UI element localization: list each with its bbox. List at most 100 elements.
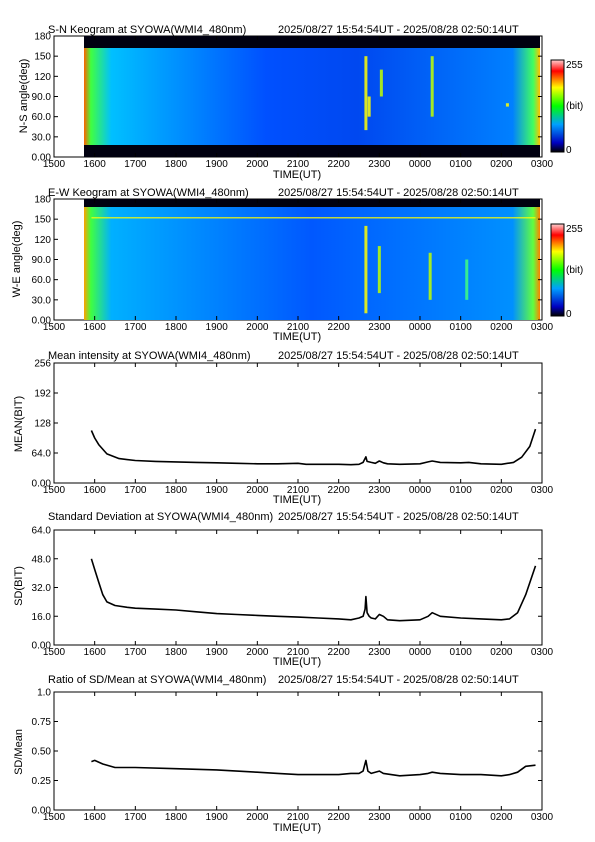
sn-colorbar-min: 0 [566,145,572,156]
sn-ytick-label: 120 [34,72,51,83]
sn-axes: 1500 1600 1700 1800 1900 2000 2100 2200 2300 0000… [32,32,554,171]
sd-title: Standard Deviation at SYOWA(WMI4_480nm) [48,511,273,523]
mean-ytick-label: 192 [34,389,51,400]
sn-colorbar-unit: (bit) [566,101,583,112]
ew-xtick-label: 0100 [450,322,473,333]
ew-xtick-label: 1900 [206,322,229,333]
ew-xtick-label: 2100 [287,322,310,333]
sn-keogram-field [84,36,540,157]
ew-xtick-label: 2200 [328,322,351,333]
mean-series [90,428,537,466]
mean-xtick-label: 0000 [409,485,432,496]
sn-xtick-label: 1600 [84,159,107,170]
ratio-series [91,759,536,777]
sd-xlabel: TIME(UT) [273,656,321,668]
ew-xtick-label: 1800 [165,322,188,333]
ratio-xtick-label: 1800 [165,812,188,823]
sn-xtick-label: 1700 [124,159,147,170]
sd-xtick-label: 1800 [165,647,188,658]
mean-xtick-label: 0200 [490,485,513,496]
mean-xtick-label: 2100 [287,485,310,496]
ew-ytick-label: 90.0 [32,255,52,266]
sd-ylabel: SD(BIT) [13,566,25,606]
sd-ytick-label: 64.0 [32,526,52,537]
ratio-ytick-label: 0.75 [32,717,52,728]
sn-xtick-label: 2100 [287,159,310,170]
ew-keogram-panel: E-W Keogram at SYOWA(WMI4_480nm) 2025/08… [11,187,583,343]
ratio-ytick-label: 0.00 [32,806,52,817]
ew-colorbar-min: 0 [566,309,572,320]
sn-colorbar-gradient [550,59,565,153]
mean-panel: Mean intensity at SYOWA(WMI4_480nm) 2025… [13,350,554,506]
sd-xtick-label: 1500 [43,647,66,658]
ratio-ylabel: SD/Mean [13,729,25,775]
sd-xtick-label: 2200 [328,647,351,658]
ew-xtick-label: 1500 [43,322,66,333]
sd-panel: Standard Deviation at SYOWA(WMI4_480nm) … [13,511,554,668]
sn-keogram-feature [379,69,383,97]
ew-ylabel: W-E angle(deg) [11,221,23,298]
sd-frame [53,529,543,646]
mean-ylabel: MEAN(BIT) [13,396,25,452]
mean-ytick-label: 256 [34,359,51,370]
ratio-xtick-label: 0300 [531,812,554,823]
sn-keogram-feature [505,103,509,107]
sd-xtick-label: 2000 [246,647,269,658]
ew-colorbar: 255 (bit) 0 [550,223,583,320]
ew-xtick-label: 2300 [368,322,391,333]
sd-xtick-label: 1700 [124,647,147,658]
sn-keogram-feature [367,96,371,117]
ratio-ytick-label: 1.0 [37,688,51,699]
mean-xtick-label: 0300 [531,485,554,496]
mean-xtick-label: 2300 [368,485,391,496]
sn-xtick-label: 0300 [531,159,554,170]
mean-xtick-label: 2000 [246,485,269,496]
ew-keogram-field [84,199,540,320]
ew-ytick-label: 150 [34,215,51,226]
sn-title: S-N Keogram at SYOWA(WMI4_480nm) [48,24,246,36]
mean-frame [53,362,543,484]
ew-keogram-feature [428,252,432,300]
ew-xlabel: TIME(UT) [273,331,321,343]
sd-xtick-label: 0000 [409,647,432,658]
ew-colorbar-unit: (bit) [566,265,583,276]
sn-ytick-label: 30.0 [32,132,52,143]
sn-ylabel: N-S angle(deg) [18,59,30,134]
sn-ytick-label: 180 [34,32,51,43]
ratio-time-range: 2025/08/27 15:54:54UT - 2025/08/28 02:50… [278,674,519,686]
sn-xtick-label: 1500 [43,159,66,170]
sd-time-range: 2025/08/27 15:54:54UT - 2025/08/28 02:50… [278,511,519,523]
mean-title: Mean intensity at SYOWA(WMI4_480nm) [48,350,251,362]
ratio-xtick-label: 1700 [124,812,147,823]
ew-time-range: 2025/08/27 15:54:54UT - 2025/08/28 02:50… [278,187,519,199]
mean-time-range: 2025/08/27 15:54:54UT - 2025/08/28 02:50… [278,350,519,362]
mean-xtick-label: 0100 [450,485,473,496]
sn-xtick-label: 1800 [165,159,188,170]
sn-xtick-label: 0000 [409,159,432,170]
mean-line [90,428,537,466]
sn-xtick-label: 0200 [490,159,513,170]
ratio-xtick-label: 0100 [450,812,473,823]
ew-keogram-top-mask [84,199,540,207]
mean-axes: 1500 1600 1700 1800 1900 2000 2100 2200 2300 0000… [32,359,554,497]
sd-ytick-label: 0.00 [32,641,52,652]
sn-xtick-label: 0100 [450,159,473,170]
sd-xtick-label: 0200 [490,647,513,658]
mean-xtick-label: 1500 [43,485,66,496]
ew-ytick-label: 120 [34,235,51,246]
ew-keogram-image [84,199,540,320]
sn-xtick-label: 2200 [328,159,351,170]
ratio-ytick-label: 0.50 [32,747,52,758]
mean-ytick-label: 64.0 [32,449,52,460]
mean-ytick-label: 0.00 [32,479,52,490]
mean-ytick-label: 128 [34,419,51,430]
sd-line [90,558,537,622]
sn-keogram-bottom-mask [84,145,540,157]
sn-keogram-feature [430,56,434,117]
ratio-frame [53,691,543,811]
ew-xtick-label: 0000 [409,322,432,333]
ew-ytick-label: 60.0 [32,275,52,286]
ew-xtick-label: 0200 [490,322,513,333]
sd-xtick-label: 1600 [84,647,107,658]
